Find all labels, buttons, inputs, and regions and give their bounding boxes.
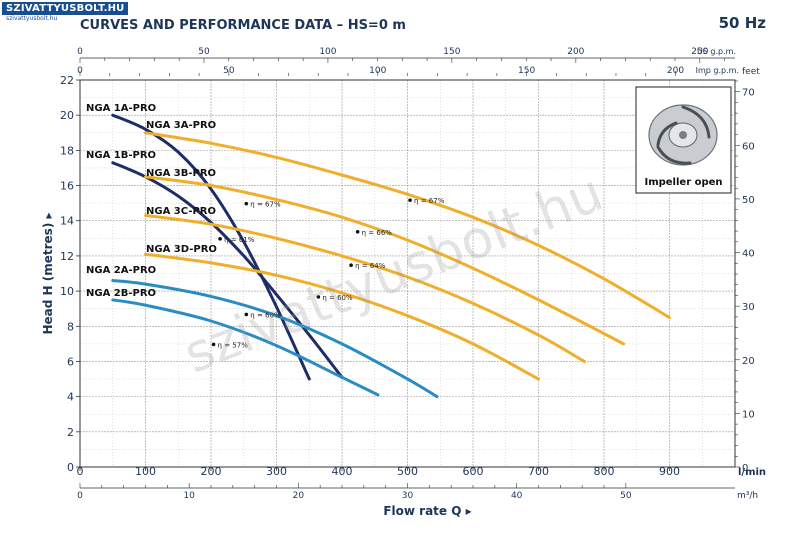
y-tick-label: 4 xyxy=(67,391,74,404)
efficiency-marker xyxy=(355,230,360,234)
x-tick-label: 400 xyxy=(332,465,353,478)
impgpm-tick-label: 50 xyxy=(223,66,235,76)
x-tick-label: 500 xyxy=(397,465,418,478)
efficiency-label: η = 57% xyxy=(218,341,249,349)
x-tick-label: 900 xyxy=(659,465,680,478)
m3h-tick-label: 20 xyxy=(293,491,305,501)
impeller-icon xyxy=(648,104,718,166)
m3h-tick-label: 40 xyxy=(511,491,523,501)
series-label-nga-3a-pro: NGA 3A-PRO xyxy=(146,120,216,131)
efficiency-label: η = 66% xyxy=(362,229,393,237)
m3h-unit-label: m³/h xyxy=(737,491,758,501)
feet-tick-label: 40 xyxy=(742,249,755,260)
x-tick-label: 800 xyxy=(594,465,615,478)
x-tick-label: 100 xyxy=(135,465,156,478)
series-group: NGA 1A-PRO NGA 1B-PRO NGA 3A-PRO NGA 3B-PRO… xyxy=(86,103,671,399)
series-line-nga-3b-pro xyxy=(144,175,626,346)
usgpm-tick-label: 100 xyxy=(319,47,336,57)
feet-tick-label: 50 xyxy=(742,195,755,206)
series-line-nga-3a-pro xyxy=(144,131,671,319)
x-tick-label: 200 xyxy=(201,465,222,478)
chart-title: CURVES AND PERFORMANCE DATA – HS=0 m xyxy=(80,18,406,33)
annotations: η = 67% η = 61% η = 67% η = 66% η = 64% η = 6… xyxy=(211,197,445,349)
impgpm-tick-label: 0 xyxy=(77,66,83,76)
series-line-nga-1a-pro xyxy=(111,113,311,381)
y-tick-label: 6 xyxy=(67,355,74,368)
y-tick-label: 20 xyxy=(60,109,74,122)
efficiency-label: η = 60% xyxy=(322,294,353,302)
x-tick-label: 600 xyxy=(463,465,484,478)
series-line-nga-3d-pro xyxy=(144,252,540,381)
series-label-nga-1a-pro: NGA 1A-PRO xyxy=(86,103,156,114)
impgpm-tick-label: 200 xyxy=(667,66,684,76)
x-tick-label: 700 xyxy=(528,465,549,478)
x-unit-label: l/min xyxy=(738,467,766,478)
feet-unit-label: feet xyxy=(742,67,760,77)
efficiency-marker xyxy=(218,237,222,241)
series-line-nga-3c-pro xyxy=(144,213,586,363)
series-label-nga-2b-pro: NGA 2B-PRO xyxy=(86,288,156,299)
series-line-nga-2b-pro xyxy=(111,298,380,397)
efficiency-label: η = 67% xyxy=(250,201,281,209)
x-tick-label: 300 xyxy=(266,465,287,478)
m3h-tick-label: 50 xyxy=(620,491,632,501)
impeller-center xyxy=(679,131,687,139)
efficiency-marker xyxy=(244,312,249,317)
series-label-nga-1b-pro: NGA 1B-PRO xyxy=(86,150,156,161)
y-tick-label: 22 xyxy=(60,74,74,87)
y-tick-label: 14 xyxy=(60,215,74,228)
series-label-nga-2a-pro: NGA 2A-PRO xyxy=(86,265,156,276)
x-tick-label: 0 xyxy=(77,465,84,478)
brand-logo: SZIVATTYUSBOLT.HU xyxy=(2,2,129,15)
efficiency-label: η = 67% xyxy=(414,197,445,205)
feet-tick-label: 10 xyxy=(742,409,755,420)
efficiency-marker xyxy=(316,295,321,299)
feet-tick-label: 20 xyxy=(742,356,755,367)
efficiency-marker xyxy=(211,342,216,347)
series-label-nga-3d-pro: NGA 3D-PRO xyxy=(146,244,217,255)
y-tick-label: 18 xyxy=(60,144,74,157)
m3h-tick-label: 0 xyxy=(77,491,83,501)
usgpm-tick-label: 0 xyxy=(77,47,83,57)
usgpm-tick-label: 200 xyxy=(567,47,584,57)
series-label-nga-3b-pro: NGA 3B-PRO xyxy=(146,168,216,179)
y-tick-label: 10 xyxy=(60,285,74,298)
extras: Impeller open szivattyusbolt.hu xyxy=(176,86,732,385)
brand-subtitle: szivattyusbolt.hu xyxy=(6,15,58,22)
usgpm-tick-label: 150 xyxy=(443,47,460,57)
feet-tick-label: 70 xyxy=(742,88,755,99)
m3h-tick-label: 30 xyxy=(402,491,414,501)
series-line-nga-2a-pro xyxy=(111,279,439,399)
efficiency-label: η = 61% xyxy=(224,236,255,244)
y-tick-label: 8 xyxy=(67,320,74,333)
feet-tick-label: 30 xyxy=(742,302,755,313)
efficiency-label: η = 60% xyxy=(250,311,281,319)
feet-tick-label: 60 xyxy=(742,141,755,152)
efficiency-marker xyxy=(408,198,412,202)
y-axis-title: Head H (metres) ▸ xyxy=(41,212,55,334)
usgpm-unit-label: US g.p.m. xyxy=(697,47,736,56)
m3h-tick-label: 10 xyxy=(183,491,195,501)
efficiency-label: η = 64% xyxy=(355,262,386,270)
usgpm-tick-label: 50 xyxy=(198,47,210,57)
efficiency-marker xyxy=(349,263,353,268)
y-tick-label: 0 xyxy=(67,461,74,474)
impgpm-tick-label: 100 xyxy=(369,66,386,76)
frequency-label: 50 Hz xyxy=(718,14,766,32)
impeller-caption: Impeller open xyxy=(644,177,722,188)
x-axis-title: Flow rate Q ▸ xyxy=(383,504,471,518)
feet-tick-label: 0 xyxy=(742,463,748,474)
efficiency-marker xyxy=(244,201,249,206)
impgpm-unit-label: Imp g.p.m. xyxy=(696,66,739,75)
y-tick-label: 2 xyxy=(67,426,74,439)
y-tick-label: 12 xyxy=(60,250,74,263)
impgpm-tick-label: 150 xyxy=(518,66,535,76)
y-tick-label: 16 xyxy=(60,180,74,193)
watermark-text: szivattyusbolt.hu xyxy=(176,163,611,385)
usgpm-tick-label: 250 xyxy=(691,47,708,57)
impeller-vanes xyxy=(656,105,711,165)
series-label-nga-3c-pro: NGA 3C-PRO xyxy=(146,206,216,217)
